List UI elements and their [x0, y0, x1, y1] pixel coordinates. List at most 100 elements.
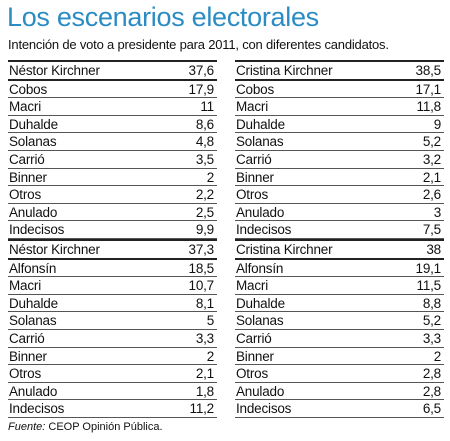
table-row: Cobos 17,9 — [8, 81, 217, 99]
table-row: Binner 2 — [8, 169, 217, 187]
percentage: 3,3 — [422, 330, 441, 346]
table-row: Cristina Kirchner 38 — [235, 241, 444, 260]
percentage: 8,6 — [195, 116, 214, 132]
percentage: 38 — [426, 242, 441, 257]
table-row: Néstor Kirchner 37,3 — [8, 241, 217, 260]
percentage: 2 — [433, 348, 442, 364]
table-row: Binner 2 — [235, 348, 444, 366]
table-row: Indecisos 11,2 — [8, 400, 217, 418]
table-row: Anulado 3 — [235, 204, 444, 222]
candidate: Otros — [9, 366, 42, 382]
table-row: Indecisos 9,9 — [8, 221, 217, 239]
percentage: 8,1 — [195, 295, 214, 311]
percentage: 38,5 — [415, 63, 442, 78]
candidate: Duhalde — [9, 116, 58, 132]
table-row: Otros 2,1 — [8, 365, 217, 383]
candidate: Otros — [236, 366, 269, 382]
candidate: Macri — [236, 99, 268, 115]
percentage: 2,2 — [195, 187, 214, 203]
table-row: Macri 11,5 — [235, 277, 444, 295]
percentage: 10,7 — [188, 278, 215, 294]
candidate: Anulado — [9, 383, 58, 399]
table-row: Duhalde 8,1 — [8, 295, 217, 313]
table-row: Alfonsín 18,5 — [8, 260, 217, 278]
candidate: Binner — [9, 169, 47, 185]
candidate: Alfonsín — [236, 260, 284, 276]
table-row: Binner 2,1 — [235, 169, 444, 187]
table-row: Solanas 5 — [8, 312, 217, 330]
percentage: 9,9 — [195, 222, 214, 238]
table-row: Anulado 2,8 — [235, 383, 444, 401]
percentage: 11,2 — [189, 401, 215, 417]
percentage: 8,8 — [422, 295, 441, 311]
candidate: Binner — [236, 348, 274, 364]
candidate: Duhalde — [236, 116, 285, 132]
table-row: Néstor Kirchner 37,6 — [8, 62, 217, 81]
candidate: Indecisos — [9, 222, 65, 238]
table-row: Duhalde 8,8 — [235, 295, 444, 313]
candidate: Néstor Kirchner — [9, 63, 100, 78]
percentage: 1,8 — [195, 383, 214, 399]
vote-table: Néstor Kirchner 37,6 Cobos 17,9 Macri 11 Duhal… — [8, 60, 217, 239]
candidate: Solanas — [9, 313, 57, 329]
percentage: 9 — [433, 116, 442, 132]
candidate: Macri — [9, 278, 41, 294]
candidate: Solanas — [236, 313, 284, 329]
percentage: 2 — [206, 348, 215, 364]
candidate: Otros — [9, 187, 42, 203]
percentage: 2 — [206, 169, 215, 185]
candidate: Anulado — [9, 204, 58, 220]
percentage: 3,2 — [422, 151, 441, 167]
candidate: Cristina Kirchner — [236, 242, 333, 257]
table-row: Anulado 1,8 — [8, 383, 217, 401]
table-row: Indecisos 6,5 — [235, 400, 444, 418]
table-row: Carrió 3,2 — [235, 151, 444, 169]
percentage: 11 — [200, 99, 214, 115]
candidate: Binner — [9, 348, 47, 364]
table-row: Cobos 17,1 — [235, 81, 444, 99]
candidate: Indecisos — [9, 401, 65, 417]
percentage: 37,3 — [188, 242, 215, 257]
table-row: Carrió 3,5 — [8, 151, 217, 169]
percentage: 2,6 — [422, 187, 441, 203]
table-row: Macri 11 — [8, 98, 217, 116]
percentage: 11,8 — [416, 99, 442, 115]
candidate: Otros — [236, 187, 269, 203]
table-row: Binner 2 — [8, 348, 217, 366]
subtitle: Intención de voto a presidente para 2011… — [8, 37, 389, 52]
percentage: 17,9 — [188, 81, 215, 97]
footer: Fuente: CEOP Opinión Pública. — [8, 421, 163, 433]
table-row: Solanas 4,8 — [8, 133, 217, 151]
vote-table: Néstor Kirchner 37,3 Alfonsín 18,5 Macri 10,7… — [8, 239, 217, 418]
percentage: 3 — [433, 204, 442, 220]
footer-source: CEOP Opinión Pública. — [48, 421, 163, 433]
candidate: Solanas — [236, 134, 284, 150]
candidate: Macri — [236, 278, 268, 294]
candidate: Duhalde — [9, 295, 58, 311]
percentage: 5,2 — [422, 134, 441, 150]
candidate: Alfonsín — [9, 260, 57, 276]
candidate: Anulado — [236, 204, 285, 220]
table-row: Indecisos 7,5 — [235, 221, 444, 239]
candidate: Carrió — [236, 151, 272, 167]
candidate: Cobos — [236, 81, 275, 97]
candidate: Carrió — [9, 330, 45, 346]
percentage: 37,6 — [188, 63, 215, 78]
table-row: Anulado 2,5 — [8, 204, 217, 222]
percentage: 3,3 — [195, 330, 214, 346]
table-row: Otros 2,8 — [235, 365, 444, 383]
candidate: Carrió — [236, 330, 272, 346]
vote-table: Cristina Kirchner 38 Alfonsín 19,1 Macri 11,5… — [235, 239, 444, 418]
table-row: Carrió 3,3 — [8, 330, 217, 348]
table-row: Duhalde 9 — [235, 116, 444, 134]
candidate: Carrió — [9, 151, 45, 167]
percentage: 11,5 — [416, 278, 442, 294]
percentage: 2,8 — [422, 366, 441, 382]
percentage: 7,5 — [422, 222, 441, 238]
candidate: Macri — [9, 99, 41, 115]
table-row: Macri 11,8 — [235, 98, 444, 116]
percentage: 6,5 — [422, 401, 441, 417]
percentage: 2,1 — [422, 169, 441, 185]
footer-label: Fuente: — [8, 421, 46, 433]
